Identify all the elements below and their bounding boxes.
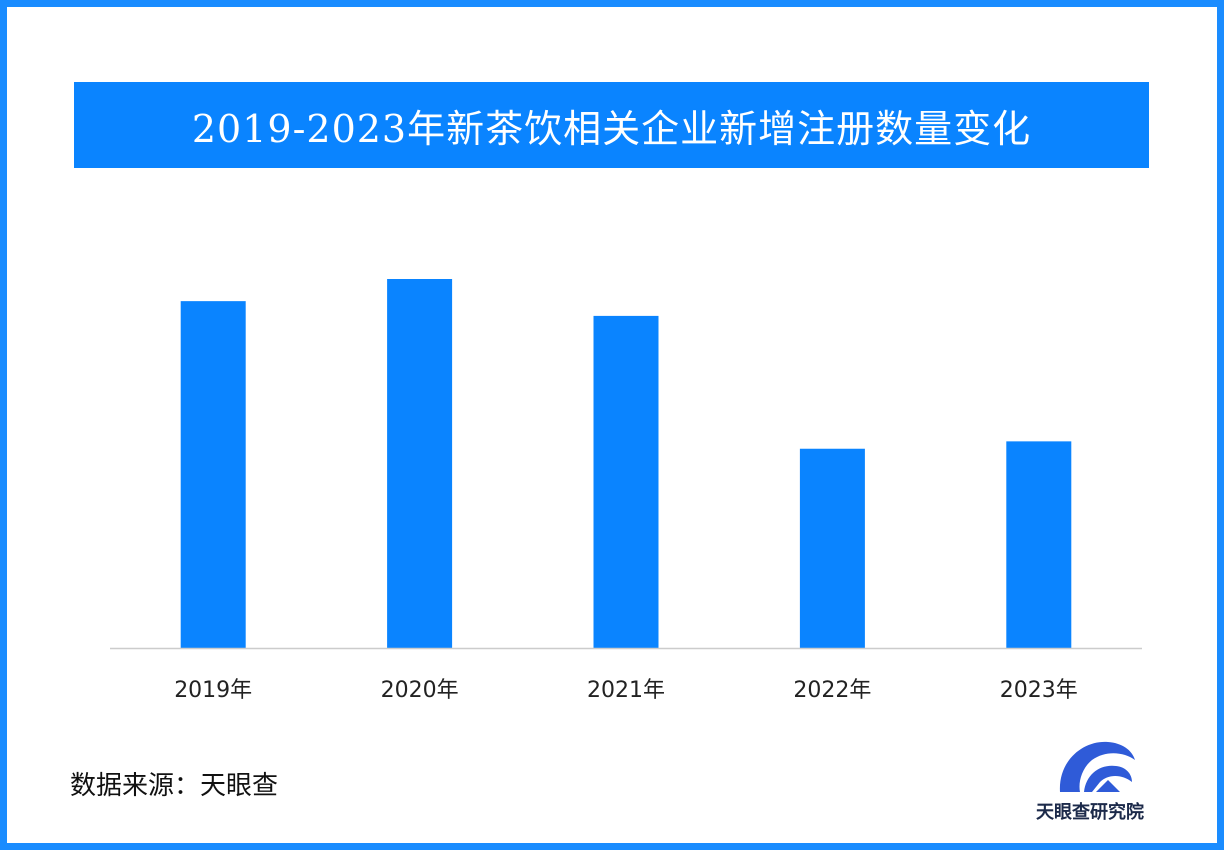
bar-3: [593, 315, 659, 648]
bar-4: [799, 448, 865, 648]
bar-2: [387, 279, 453, 648]
x-tick-label: 2019年: [174, 678, 252, 703]
data-source: 数据来源：天眼查: [70, 771, 279, 801]
x-tick-label: 2023年: [1000, 678, 1078, 703]
x-tick-label: 2021年: [587, 678, 665, 703]
logo-text: 天眼查研究院: [1036, 802, 1144, 823]
tianyancha-logo-icon: [1059, 741, 1135, 792]
chart-title: 2019-2023年新茶饮相关企业新增注册数量变化: [74, 82, 1149, 168]
x-tick-label: 2022年: [793, 678, 871, 703]
x-tick-label: 2020年: [381, 678, 459, 703]
bar-5: [1006, 441, 1072, 648]
bar-1: [180, 301, 246, 648]
